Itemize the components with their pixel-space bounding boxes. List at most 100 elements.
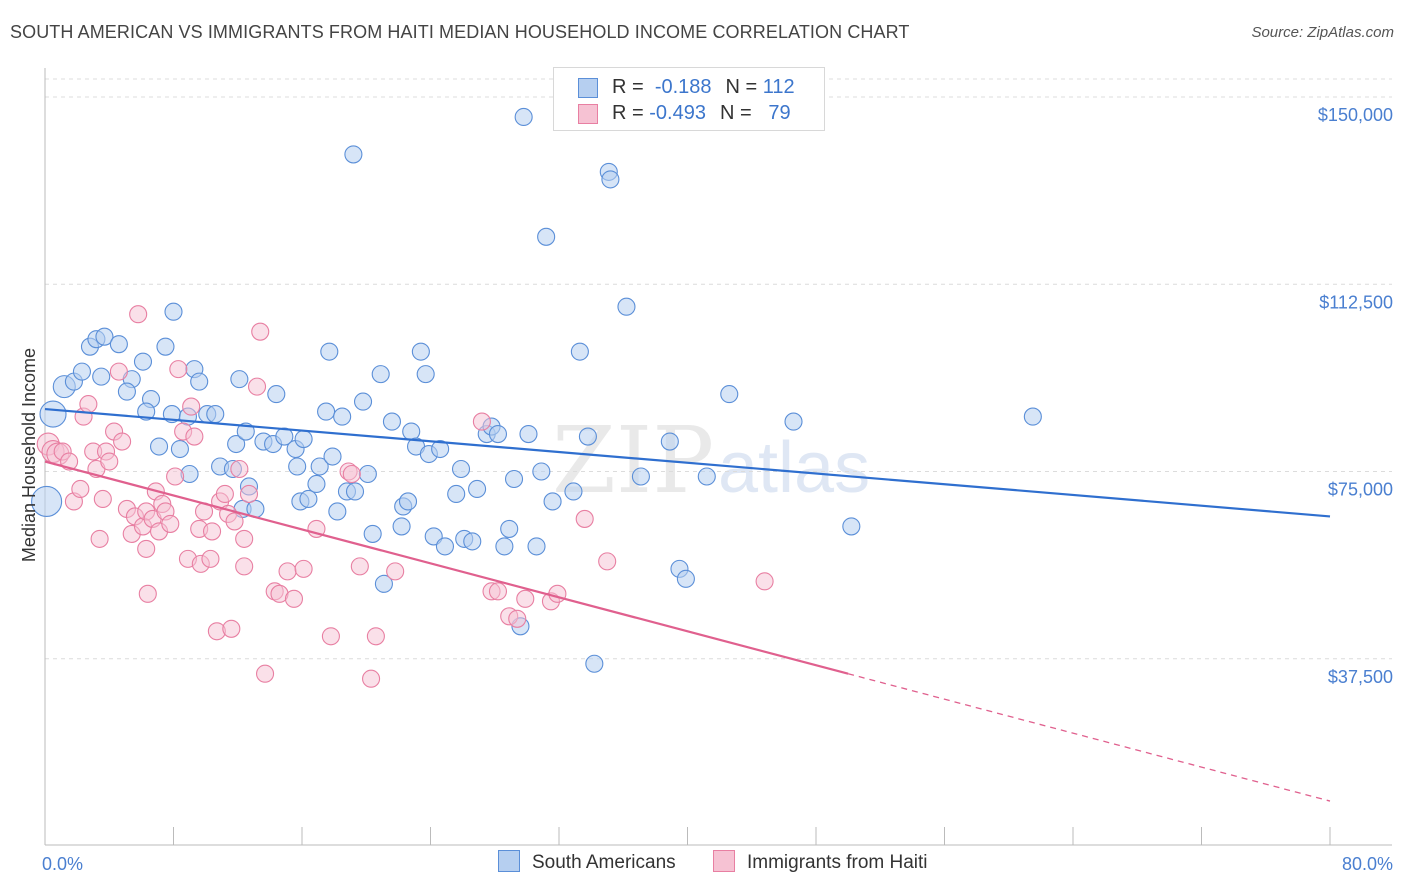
legend-r-label: R = bbox=[612, 76, 644, 98]
data-point-haiti bbox=[472, 412, 491, 431]
data-point-south-americans bbox=[784, 412, 803, 431]
data-point-haiti bbox=[230, 459, 249, 479]
data-point-south-americans bbox=[307, 474, 326, 494]
data-point-haiti bbox=[386, 562, 405, 581]
data-point-haiti bbox=[278, 562, 297, 581]
y-tick-label: $75,000 bbox=[1328, 480, 1393, 500]
data-point-south-americans bbox=[230, 370, 249, 389]
data-point-haiti bbox=[185, 427, 204, 446]
data-point-haiti bbox=[294, 559, 313, 578]
data-point-haiti bbox=[251, 322, 270, 341]
legend-row-south-americans: R = -0.188 N = 112 bbox=[578, 76, 795, 100]
bottom-legend-label: South Americans bbox=[532, 852, 676, 874]
data-point-south-americans bbox=[170, 439, 189, 459]
data-point-south-americans bbox=[392, 517, 411, 536]
bottom-legend-label: Immigrants from Haiti bbox=[747, 852, 928, 874]
data-point-haiti bbox=[284, 589, 304, 608]
data-point-south-americans bbox=[720, 385, 739, 404]
data-point-south-americans bbox=[206, 405, 225, 424]
x-tick-label: 80.0% bbox=[1342, 854, 1393, 874]
watermark: ZIP atlas bbox=[552, 407, 870, 514]
data-point-south-americans bbox=[267, 385, 286, 404]
trend-line-haiti-extrapolated bbox=[847, 673, 1331, 802]
data-point-haiti bbox=[508, 609, 527, 628]
data-point-haiti bbox=[138, 584, 157, 603]
data-point-south-americans bbox=[676, 569, 695, 588]
data-point-south-americans bbox=[601, 170, 620, 189]
data-point-south-americans bbox=[317, 402, 336, 421]
data-point-haiti bbox=[161, 514, 180, 533]
data-point-haiti bbox=[166, 467, 185, 486]
y-tick-label: $150,000 bbox=[1318, 105, 1393, 125]
data-point-south-americans bbox=[323, 447, 342, 466]
data-point-haiti bbox=[79, 395, 98, 414]
legend-n-label: N = bbox=[725, 76, 758, 98]
data-point-haiti bbox=[362, 669, 381, 688]
data-point-south-americans bbox=[631, 467, 650, 486]
data-point-south-americans bbox=[570, 342, 589, 361]
trend-line-haiti bbox=[44, 460, 849, 675]
data-point-south-americans bbox=[227, 434, 246, 454]
data-point-south-americans bbox=[149, 437, 169, 456]
data-point-south-americans bbox=[117, 382, 136, 401]
data-point-south-americans bbox=[353, 392, 373, 411]
data-point-haiti bbox=[342, 464, 361, 484]
data-point-south-americans bbox=[328, 502, 347, 521]
data-point-south-americans bbox=[344, 145, 363, 164]
data-point-south-americans bbox=[463, 532, 482, 551]
data-point-south-americans bbox=[514, 107, 533, 127]
data-point-haiti bbox=[203, 522, 222, 541]
legend-n-value: 112 bbox=[762, 76, 795, 98]
data-point-south-americans bbox=[137, 402, 156, 421]
legend-r-value: -0.493 bbox=[649, 102, 706, 124]
data-point-haiti bbox=[137, 539, 156, 558]
data-point-south-americans bbox=[320, 342, 339, 361]
data-point-haiti bbox=[90, 529, 109, 548]
legend-n-label: N = bbox=[719, 102, 752, 124]
bottom-legend-swatch-pink bbox=[713, 850, 735, 872]
data-point-haiti bbox=[113, 432, 132, 451]
y-tick-label: $112,500 bbox=[1319, 292, 1393, 312]
data-point-haiti bbox=[169, 360, 188, 379]
data-point-haiti bbox=[201, 549, 220, 568]
legend-r-label: R = bbox=[612, 102, 644, 124]
data-point-south-americans bbox=[382, 412, 402, 431]
data-point-haiti bbox=[247, 377, 267, 396]
data-point-haiti bbox=[100, 452, 119, 471]
data-point-haiti bbox=[575, 509, 594, 528]
data-point-south-americans bbox=[164, 302, 183, 321]
data-point-south-americans bbox=[585, 654, 604, 673]
legend-n-value: 79 bbox=[768, 102, 791, 124]
data-point-south-americans bbox=[133, 352, 153, 371]
data-point-south-americans bbox=[294, 429, 313, 449]
data-point-haiti bbox=[755, 572, 774, 591]
x-tick-label: 0.0% bbox=[42, 854, 83, 874]
data-point-south-americans bbox=[371, 365, 390, 384]
data-point-south-americans bbox=[842, 517, 861, 536]
data-point-south-americans bbox=[92, 367, 111, 386]
data-point-south-americans bbox=[363, 524, 382, 543]
data-point-haiti bbox=[598, 552, 617, 571]
data-point-south-americans bbox=[416, 365, 435, 384]
data-point-south-americans bbox=[310, 457, 329, 476]
data-point-haiti bbox=[516, 589, 535, 608]
data-point-south-americans bbox=[468, 479, 487, 499]
data-point-south-americans bbox=[374, 574, 393, 593]
data-point-south-americans bbox=[72, 362, 91, 381]
data-point-south-americans bbox=[527, 537, 546, 556]
data-point-south-americans bbox=[660, 432, 679, 451]
bottom-legend-haiti: Immigrants from Haiti bbox=[713, 850, 928, 874]
data-point-south-americans bbox=[543, 492, 562, 511]
bottom-legend-swatch-blue bbox=[498, 850, 520, 872]
data-point-south-americans bbox=[398, 492, 418, 511]
data-point-haiti bbox=[93, 489, 112, 509]
data-point-south-americans bbox=[39, 400, 67, 428]
data-point-haiti bbox=[488, 582, 508, 601]
data-point-haiti bbox=[225, 512, 244, 531]
y-axis-label: Median Household Income bbox=[19, 348, 39, 562]
legend-row-haiti: R = -0.493 N = 79 bbox=[578, 102, 791, 126]
data-point-south-americans bbox=[451, 459, 471, 479]
data-point-south-americans bbox=[156, 337, 175, 356]
data-point-haiti bbox=[222, 619, 241, 638]
data-point-south-americans bbox=[519, 424, 538, 444]
